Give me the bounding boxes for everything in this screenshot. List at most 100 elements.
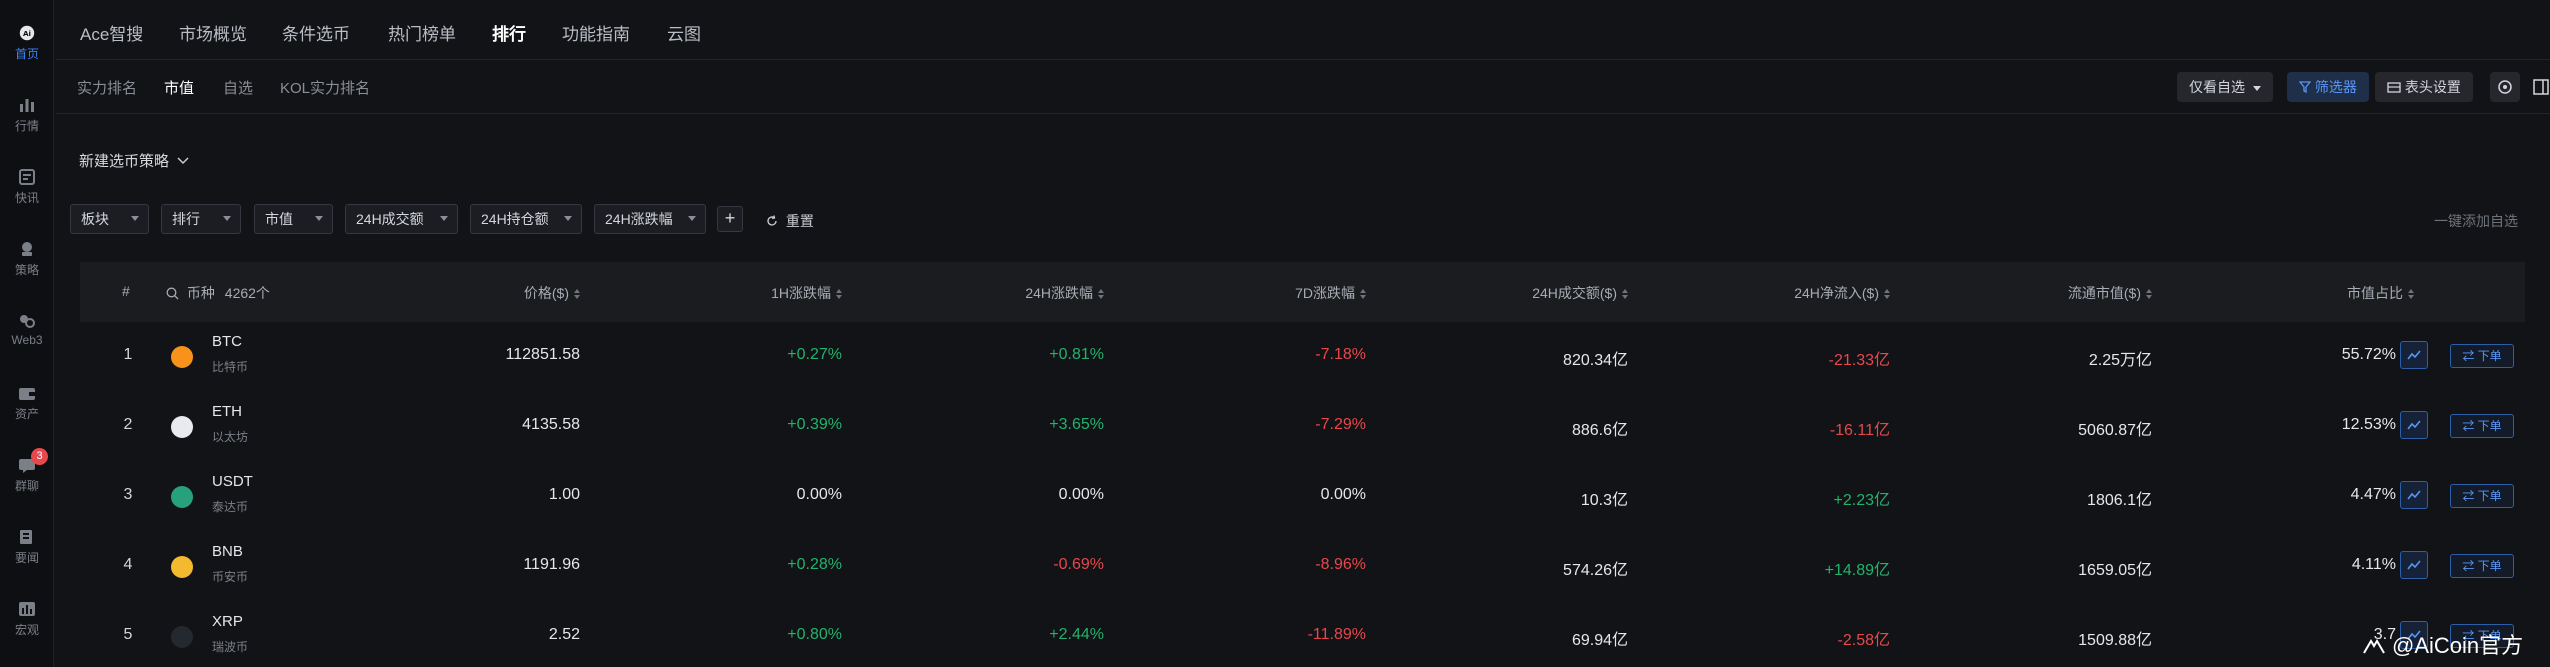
th-coin[interactable]: 币种 4262个 — [166, 283, 270, 303]
th-mcap-share[interactable]: 市值占比 — [2347, 283, 2414, 303]
change-1h-cell: +0.27% — [787, 346, 842, 363]
th-24h-inflow[interactable]: 24H净流入($) — [1794, 283, 1890, 303]
th-24h-change[interactable]: 24H涨跌幅 — [1025, 283, 1104, 303]
tab-condition-picker[interactable]: 条件选币 — [282, 25, 350, 44]
sidebar-item-label: 宏观 — [14, 623, 39, 637]
coin-logo-icon — [171, 346, 193, 368]
filter-button[interactable]: 筛选器 — [2287, 72, 2369, 102]
mini-chart-button[interactable] — [2400, 481, 2428, 509]
change-1h-cell: +0.80% — [787, 626, 842, 643]
filter-24h-change[interactable]: 24H涨跌幅 — [594, 204, 706, 234]
place-order-button[interactable]: ⇄ 下单 — [2450, 624, 2514, 648]
mcap-cell: 1659.05亿 — [2078, 562, 2152, 579]
th-circulating-mcap[interactable]: 流通市值($) — [2068, 283, 2152, 303]
add-filter-button[interactable]: + — [717, 206, 743, 232]
th-price[interactable]: 价格($) — [524, 283, 580, 303]
coin-symbol[interactable]: XRP — [212, 613, 243, 630]
place-order-button[interactable]: ⇄ 下单 — [2450, 554, 2514, 578]
sort-icon — [1098, 289, 1104, 300]
sidebar-item-headlines[interactable]: 要闻 — [0, 528, 54, 566]
one-click-add-watchlist[interactable]: 一键添加自选 — [2434, 213, 2518, 229]
settings-button[interactable] — [2490, 72, 2520, 102]
rank-cell: 2 — [123, 416, 133, 433]
sort-icon — [1622, 289, 1628, 300]
table-row[interactable]: 1 BTC 比特币 112851.58 +0.27% +0.81% -7.18% 820.34… — [80, 322, 2525, 392]
sidebar-item-label: 快讯 — [14, 191, 39, 205]
share-cell: 3.7 — [2373, 626, 2396, 643]
change-7d-cell: -7.29% — [1315, 416, 1366, 433]
change-24h-cell: 0.00% — [1058, 486, 1104, 503]
price-cell: 1.00 — [548, 486, 580, 503]
tab-ranking[interactable]: 排行 — [492, 25, 526, 44]
volume-cell: 10.3亿 — [1580, 492, 1628, 509]
coin-name: 比特币 — [212, 360, 249, 374]
th-1h-change[interactable]: 1H涨跌幅 — [771, 283, 842, 303]
change-7d-cell: 0.00% — [1320, 486, 1366, 503]
coin-symbol[interactable]: USDT — [212, 473, 253, 490]
th-7d-change[interactable]: 7D涨跌幅 — [1295, 283, 1366, 303]
filter-market-cap[interactable]: 市值 — [254, 204, 333, 234]
table-row[interactable]: 5 XRP 瑞波币 2.52 +0.80% +2.44% -11.89% 69.94亿 -2.5… — [80, 602, 2525, 667]
tab-cloud-map[interactable]: 云图 — [667, 25, 701, 44]
coin-symbol[interactable]: BTC — [212, 333, 242, 350]
sidebar-item-market[interactable]: 行情 — [0, 96, 54, 134]
subtab-market-cap[interactable]: 市值 — [164, 80, 195, 97]
volume-cell: 69.94亿 — [1571, 632, 1628, 649]
table-settings-icon — [2387, 82, 2401, 93]
sidebar-item-strategy[interactable]: 策略 — [0, 240, 54, 278]
mcap-cell: 1806.1亿 — [2087, 492, 2152, 509]
table-row[interactable]: 4 BNB 币安币 1191.96 +0.28% -0.69% -8.96% 574.26亿 +… — [80, 532, 2525, 602]
layout-toggle-button[interactable] — [2526, 72, 2550, 102]
coin-symbol[interactable]: ETH — [212, 403, 242, 420]
mini-chart-button[interactable] — [2400, 411, 2428, 439]
filter-24h-volume-label: 24H成交额 — [356, 211, 424, 227]
filter-24h-volume[interactable]: 24H成交额 — [345, 204, 458, 234]
sidebar-item-assets[interactable]: 资产 — [0, 384, 54, 422]
subtab-kol-rank[interactable]: KOL实力排名 — [280, 80, 371, 97]
caret-down-icon — [131, 216, 139, 221]
tab-feature-guide[interactable]: 功能指南 — [562, 25, 630, 44]
trend-chart-icon — [2407, 420, 2421, 430]
th-24h-volume[interactable]: 24H成交额($) — [1532, 283, 1628, 303]
inflow-cell: -16.11亿 — [1829, 422, 1890, 439]
change-7d-cell: -8.96% — [1315, 556, 1366, 573]
th-share-label: 市值占比 — [2347, 285, 2403, 301]
watch-only-dropdown[interactable]: 仅看自选 — [2177, 72, 2273, 102]
volume-cell: 574.26亿 — [1563, 562, 1628, 579]
reset-button[interactable]: 重置 — [766, 211, 814, 231]
mini-chart-button[interactable] — [2400, 341, 2428, 369]
tab-ace-search[interactable]: Ace智搜 — [80, 25, 144, 44]
table-row[interactable]: 3 USDT 泰达币 1.00 0.00% 0.00% 0.00% 10.3亿 +2.23亿 18… — [80, 462, 2525, 532]
filter-sector[interactable]: 板块 — [70, 204, 149, 234]
filter-24h-open-interest[interactable]: 24H持仓额 — [470, 204, 582, 234]
place-order-button[interactable]: ⇄ 下单 — [2450, 344, 2514, 368]
table-header: # 币种 4262个 价格($) 1H涨跌幅 24H涨跌幅 7D涨跌幅 24H成… — [80, 262, 2525, 322]
chat-badge: 3 — [31, 448, 48, 465]
table-row[interactable]: 2 ETH 以太坊 4135.58 +0.39% +3.65% -7.29% 886.6亿 -1… — [80, 392, 2525, 462]
sort-icon — [836, 289, 842, 300]
subtab-strength-rank[interactable]: 实力排名 — [77, 80, 138, 97]
mini-chart-button[interactable] — [2400, 621, 2428, 649]
place-order-button[interactable]: ⇄ 下单 — [2450, 414, 2514, 438]
place-order-button[interactable]: ⇄ 下单 — [2450, 484, 2514, 508]
sidebar-item-label: 群聊 — [14, 479, 39, 493]
sort-icon — [574, 289, 580, 300]
coin-count: 4262个 — [224, 285, 270, 301]
new-strategy-dropdown[interactable]: 新建选币策略 — [79, 150, 189, 171]
coin-symbol[interactable]: BNB — [212, 543, 243, 560]
sidebar-item-macro[interactable]: 宏观 — [0, 600, 54, 638]
sidebar-item-chat[interactable]: 群聊 3 — [0, 448, 54, 494]
tab-hot-list[interactable]: 热门榜单 — [388, 25, 456, 44]
mini-chart-button[interactable] — [2400, 551, 2428, 579]
volume-cell: 820.34亿 — [1563, 352, 1628, 369]
subtab-watchlist[interactable]: 自选 — [223, 80, 254, 97]
rank-cell: 1 — [123, 346, 133, 363]
wallet-icon — [19, 388, 35, 400]
sidebar-item-news[interactable]: 快讯 — [0, 168, 54, 206]
filter-rank[interactable]: 排行 — [161, 204, 241, 234]
header-settings-button[interactable]: 表头设置 — [2375, 72, 2473, 102]
tab-market-overview[interactable]: 市场概览 — [179, 25, 247, 44]
sidebar-item-home[interactable]: Ai 首页 — [0, 24, 54, 62]
sidebar-item-web3[interactable]: Web3 — [0, 312, 54, 347]
caret-down-icon — [564, 216, 572, 221]
